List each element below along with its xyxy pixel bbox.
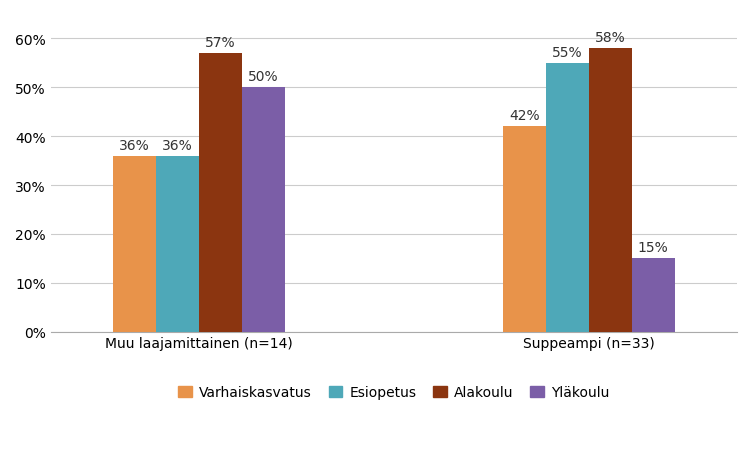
Bar [241, 88, 284, 332]
Bar [632, 259, 675, 332]
Text: 15%: 15% [638, 241, 669, 255]
Bar [589, 49, 632, 332]
Text: 58%: 58% [595, 31, 626, 45]
Text: 36%: 36% [119, 138, 150, 152]
Text: 36%: 36% [162, 138, 193, 152]
Text: 55%: 55% [552, 46, 583, 60]
Bar [503, 127, 546, 332]
Legend: Varhaiskasvatus, Esiopetus, Alakoulu, Yläkoulu: Varhaiskasvatus, Esiopetus, Alakoulu, Yl… [173, 380, 615, 405]
Bar [156, 156, 199, 332]
Text: 50%: 50% [248, 70, 278, 84]
Bar [113, 156, 156, 332]
Text: 42%: 42% [509, 109, 540, 123]
Bar [199, 54, 241, 332]
Bar [546, 64, 589, 332]
Text: 57%: 57% [205, 36, 235, 50]
